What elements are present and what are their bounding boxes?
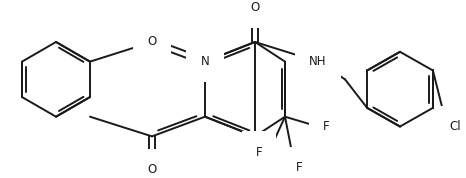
Text: F: F (296, 161, 302, 174)
Text: N: N (201, 55, 209, 68)
Text: Cl: Cl (449, 120, 461, 133)
Text: NH: NH (309, 55, 327, 68)
Text: F: F (322, 120, 329, 133)
Text: O: O (250, 1, 260, 14)
Text: F: F (256, 146, 262, 159)
Text: O: O (147, 163, 157, 176)
Text: O: O (147, 35, 157, 48)
